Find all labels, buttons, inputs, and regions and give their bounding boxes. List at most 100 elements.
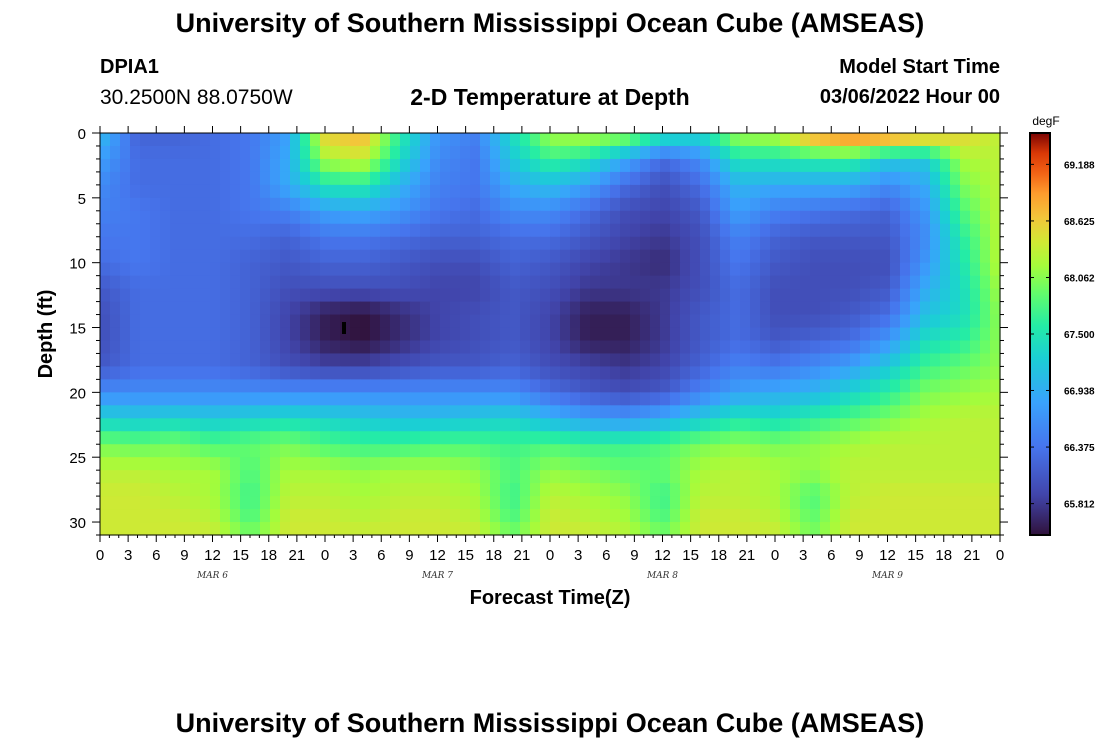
heatmap-cell (950, 353, 961, 368)
heatmap-cell (800, 470, 811, 484)
heatmap-cell (380, 171, 391, 186)
y-tick-label: 10 (69, 256, 86, 273)
heatmap-cell (570, 314, 581, 329)
heatmap-cell (930, 197, 941, 212)
heatmap-cell (420, 509, 431, 523)
heatmap-cell (520, 327, 531, 342)
heatmap-cell (520, 145, 531, 160)
heatmap-cell (510, 262, 521, 277)
heatmap-cell (630, 133, 641, 147)
heatmap-cell (920, 210, 931, 225)
heatmap-cell (700, 470, 711, 484)
heatmap-cell (570, 496, 581, 510)
heatmap-cell (250, 133, 261, 147)
heatmap-cell (590, 418, 601, 432)
heatmap-cell (860, 133, 871, 147)
heatmap-cell (350, 197, 361, 212)
heatmap-cell (710, 522, 721, 536)
heatmap-cell (820, 327, 831, 342)
heatmap-cell (870, 133, 881, 147)
heatmap-cell (470, 210, 481, 225)
heatmap-cell (170, 327, 181, 342)
heatmap-cell (210, 275, 221, 290)
heatmap-cell (340, 470, 351, 484)
heatmap-cell (860, 509, 871, 523)
heatmap-cell (560, 483, 571, 497)
heatmap-cell (290, 379, 301, 393)
heatmap-cell (820, 366, 831, 380)
heatmap-cell (190, 392, 201, 406)
heatmap-cell (470, 470, 481, 484)
heatmap-cell (320, 496, 331, 510)
heatmap-cell (310, 223, 321, 238)
heatmap-cell (610, 496, 621, 510)
heatmap-cell (560, 197, 571, 212)
heatmap-cell (690, 158, 701, 173)
heatmap-cell (770, 444, 781, 458)
heatmap-cell (490, 223, 501, 238)
heatmap-cell (770, 392, 781, 406)
heatmap-cell (800, 522, 811, 536)
heatmap-cell (750, 418, 761, 432)
heatmap-cell (450, 184, 461, 199)
heatmap-cell (310, 249, 321, 264)
heatmap-cell (720, 197, 731, 212)
heatmap-cell (260, 210, 271, 225)
heatmap-cell (860, 184, 871, 199)
heatmap-cell (110, 379, 121, 393)
heatmap-cell (900, 210, 911, 225)
heatmap-cell (650, 301, 661, 316)
heatmap-cell (650, 431, 661, 445)
heatmap-cell (160, 236, 171, 251)
heatmap-cell (190, 379, 201, 393)
heatmap-cell (120, 249, 131, 264)
heatmap-cell (990, 353, 1001, 368)
heatmap-cell (810, 262, 821, 277)
heatmap-cell (640, 366, 651, 380)
heatmap-cell (680, 184, 691, 199)
heatmap-cell (240, 249, 251, 264)
heatmap-cell (210, 249, 221, 264)
heatmap-cell (800, 379, 811, 393)
heatmap-cell (280, 288, 291, 303)
heatmap-cell (590, 249, 601, 264)
heatmap-cell (680, 210, 691, 225)
heatmap-cell (250, 379, 261, 393)
heatmap-cell (520, 262, 531, 277)
heatmap-cell (790, 236, 801, 251)
heatmap-cell (110, 483, 121, 497)
heatmap-cell (700, 483, 711, 497)
heatmap-cell (920, 431, 931, 445)
heatmap-cell (330, 158, 341, 173)
heatmap-cell (460, 262, 471, 277)
heatmap-cell (380, 379, 391, 393)
heatmap-cell (710, 431, 721, 445)
heatmap-cell (360, 210, 371, 225)
heatmap-cell (420, 483, 431, 497)
heatmap-cell (710, 327, 721, 342)
heatmap-cell (210, 327, 221, 342)
heatmap-cell (170, 184, 181, 199)
heatmap-cell (840, 418, 851, 432)
heatmap-cell (510, 496, 521, 510)
heatmap-cell (980, 145, 991, 160)
heatmap-cell (860, 301, 871, 316)
heatmap-cell (340, 353, 351, 368)
heatmap-cell (850, 509, 861, 523)
heatmap-cell (240, 509, 251, 523)
heatmap-cell (440, 392, 451, 406)
heatmap-cell (240, 496, 251, 510)
heatmap-cell (180, 158, 191, 173)
heatmap-cell (900, 405, 911, 419)
heatmap-cell (620, 314, 631, 329)
heatmap-cell (140, 184, 151, 199)
heatmap-cell (220, 210, 231, 225)
heatmap-cell (540, 379, 551, 393)
heatmap-cell (710, 509, 721, 523)
heatmap-cell (390, 184, 401, 199)
heatmap-cell (930, 405, 941, 419)
heatmap-cell (970, 522, 981, 536)
x-tick-label: 18 (485, 547, 502, 564)
heatmap-cell (800, 171, 811, 186)
heatmap-cell (370, 379, 381, 393)
